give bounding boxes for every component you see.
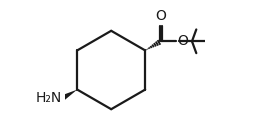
Text: O: O — [156, 9, 166, 23]
Text: H₂N: H₂N — [35, 91, 61, 105]
Polygon shape — [62, 90, 77, 100]
Text: O: O — [177, 34, 188, 48]
